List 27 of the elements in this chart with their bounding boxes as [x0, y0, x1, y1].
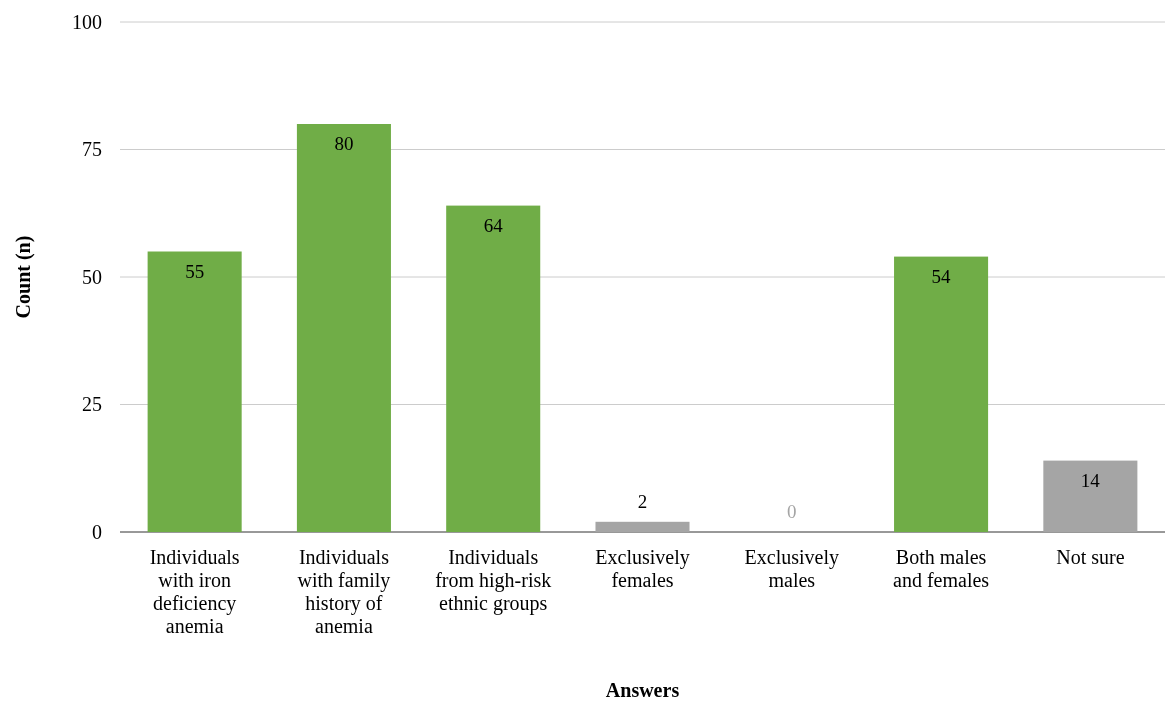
y-tick-label: 75 — [82, 138, 102, 161]
data-label: 54 — [931, 265, 952, 287]
x-tick-label: Individuals from high-risk ethnic groups — [435, 546, 552, 615]
bar — [446, 205, 541, 532]
data-label: 55 — [185, 260, 205, 282]
x-tick-label: Individuals with family history of anemia — [297, 546, 391, 637]
data-label: 80 — [334, 133, 354, 154]
data-label: 64 — [483, 214, 504, 236]
bar — [147, 251, 242, 532]
y-tick-label: 50 — [82, 265, 102, 288]
bar — [1043, 460, 1138, 532]
data-label: 2 — [637, 490, 648, 512]
x-axis-title: Answers — [605, 679, 680, 701]
data-label: 0 — [787, 501, 797, 522]
x-tick-label: Exclusively males — [744, 546, 839, 591]
x-tick-label: Not sure — [1056, 546, 1125, 568]
y-tick-label: 100 — [72, 10, 102, 33]
bar — [894, 256, 989, 532]
y-tick-label: 0 — [92, 520, 102, 543]
bar — [296, 124, 391, 532]
y-tick-label: 25 — [82, 393, 102, 416]
data-label: 14 — [1080, 469, 1101, 491]
y-axis-title: Count (n) — [12, 235, 35, 319]
x-tick-label: Exclusively females — [595, 546, 690, 591]
x-tick-label: Both males and females — [893, 546, 990, 591]
x-tick-label: Individuals with iron deficiency anemia — [149, 546, 240, 637]
bar — [595, 521, 690, 532]
